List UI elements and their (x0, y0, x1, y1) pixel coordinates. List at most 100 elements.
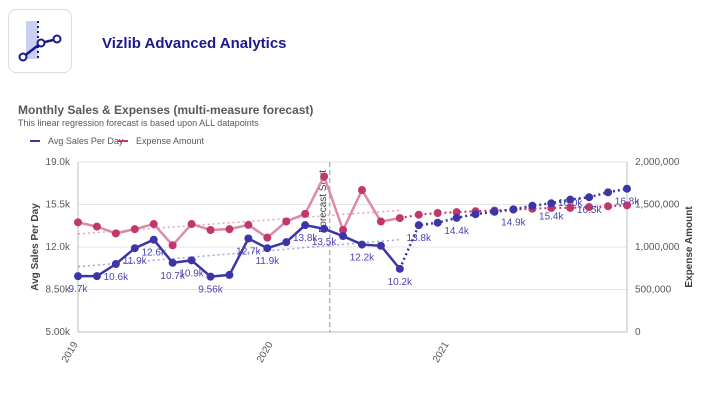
x-tick-label: 2019 (60, 340, 81, 365)
expense-point (187, 220, 196, 229)
line-chart-icon (18, 21, 62, 62)
sales-point (206, 272, 215, 281)
sales-point (339, 232, 348, 241)
legend-item-sales[interactable]: Avg Sales Per Day (30, 136, 123, 146)
legend-label-sales: Avg Sales Per Day (48, 136, 124, 146)
y2-axis-title: Expense Amount (684, 206, 695, 288)
sales-point (168, 258, 177, 267)
expense-forecast-point (623, 201, 631, 210)
expense-forecast-point (566, 203, 575, 212)
sales-data-label: 13.5k (312, 237, 337, 248)
sales-forecast-point (623, 184, 631, 193)
y-tick-label: 5.00k (46, 327, 71, 338)
expense-point (376, 217, 385, 226)
sales-data-label: 12.2k (350, 253, 375, 264)
sales-forecast-point (547, 199, 556, 208)
app-logo (8, 9, 72, 73)
sales-data-label: 9.56k (198, 285, 223, 296)
forecast-start-label: Forecast Start (318, 170, 329, 233)
legend-label-expense: Expense Amount (136, 136, 205, 146)
sales-point (92, 272, 101, 281)
expense-point (395, 214, 404, 223)
sales-forecast-point (433, 218, 442, 227)
chart-subtitle: This linear regression forecast is based… (18, 118, 259, 128)
expense-point (206, 226, 215, 234)
sales-point (282, 238, 291, 247)
sales-data-label: 9.7k (69, 284, 89, 295)
chart-title: Monthly Sales & Expenses (multi-measure … (18, 103, 314, 117)
sales-forecast-point (604, 188, 613, 197)
sales-data-label: 11.9k (123, 256, 148, 267)
expense-point (225, 225, 234, 234)
sales-point (130, 244, 139, 253)
sales-data-label: 10.7k (160, 271, 185, 282)
sales-point (225, 270, 234, 279)
expense-point (320, 172, 329, 181)
x-tick-label: 2020 (255, 340, 276, 365)
sales-point (149, 235, 158, 244)
expense-point (339, 226, 348, 234)
expense-forecast-point (585, 203, 594, 212)
expense-data-label: 16.0k (558, 198, 583, 209)
sales-point (357, 240, 366, 249)
expense-forecast-point (414, 210, 423, 219)
legend-swatch-expense (118, 140, 128, 142)
y2-tick-label: 500,000 (635, 285, 672, 296)
expense-point (130, 225, 139, 234)
y-axis-title: Avg Sales Per Day (30, 203, 41, 291)
sales-forecast-line (398, 187, 628, 270)
sales-data-label: 13.8k (293, 233, 318, 244)
y-tick-label: 15.5k (46, 200, 71, 211)
sales-point (111, 260, 120, 268)
sales-forecast-point (509, 205, 518, 214)
expense-point (282, 217, 291, 226)
expense-point (263, 233, 272, 242)
sales-point (244, 234, 253, 243)
sales-point (301, 221, 310, 230)
expense-actual-line (77, 173, 401, 248)
y2-tick-label: 2,000,000 (635, 157, 680, 168)
sales-data-label: 14.4k (444, 226, 469, 237)
expense-point (357, 186, 366, 195)
expense-point (111, 229, 120, 238)
sales-data-label: 13.8k (407, 233, 432, 244)
sales-forecast-point (414, 221, 423, 230)
sales-data-label: 10.2k (388, 277, 413, 288)
sales-data-label: 12.7k (236, 247, 261, 258)
sales-forecast-point (452, 213, 461, 222)
y2-tick-label: 0 (635, 327, 641, 338)
sales-point (395, 264, 404, 273)
sales-trend-line (77, 238, 400, 268)
sales-forecast-point (585, 193, 594, 202)
sales-data-label: 16.5k (577, 205, 602, 216)
expense-point (301, 209, 310, 218)
expense-point (92, 222, 101, 231)
sales-point (263, 244, 272, 253)
sales-point (187, 256, 196, 265)
sales-point (74, 272, 82, 281)
y-tick-label: 19.0k (46, 157, 71, 168)
sales-forecast-point (490, 207, 499, 216)
expense-point (244, 220, 253, 229)
sales-forecast-point (528, 201, 537, 210)
sales-data-label: 10.9k (179, 268, 204, 279)
expense-forecast-point (452, 208, 461, 217)
sales-forecast-point (566, 195, 575, 204)
expense-point (149, 220, 158, 229)
sales-data-label: 14.9k (501, 217, 526, 228)
expense-point (168, 241, 177, 250)
sales-data-label: 16.8k (615, 197, 640, 208)
sales-point (320, 224, 329, 233)
expense-point (74, 218, 82, 227)
y-tick-label: 12.0k (46, 242, 71, 253)
legend-item-expense[interactable]: Expense Amount (118, 136, 204, 146)
sales-data-label: 11.9k (255, 256, 280, 267)
app-title: Vizlib Advanced Analytics (102, 35, 287, 52)
y-tick-label: 8.50k (46, 285, 71, 296)
y2-tick-label: 1,000,000 (635, 242, 680, 253)
expense-forecast-point (433, 209, 442, 217)
legend-swatch-sales (30, 140, 40, 142)
y2-tick-label: 1,500,000 (635, 200, 680, 211)
expense-trend-line (77, 209, 400, 235)
